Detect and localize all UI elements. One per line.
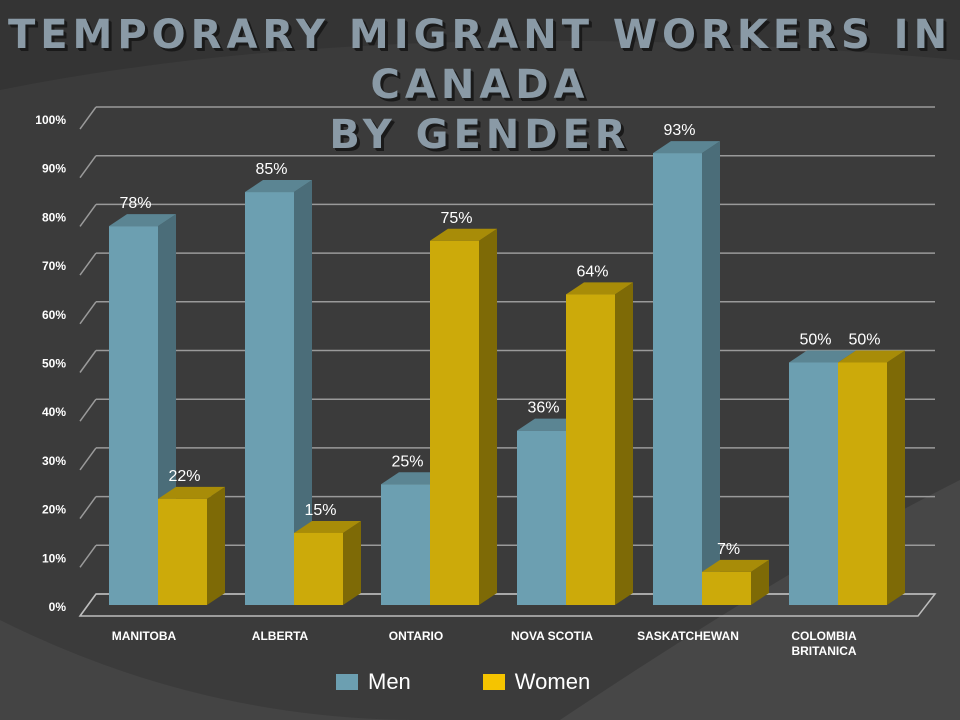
bar-side-women [343,520,361,605]
data-label: 78% [119,195,151,212]
y-tick-label: 90% [42,162,66,176]
bar-top-women [702,559,769,572]
bar-side-women [479,228,497,605]
y-tick-label: 80% [42,210,66,224]
grid-line-depth [79,106,97,130]
background-curve-left [0,620,420,720]
y-tick-label: 0% [49,600,67,614]
chart-title-line-1: TEMPORARY MIGRANT WORKERS IN CANADA [7,12,953,108]
legend-swatch-women [482,674,505,690]
bar-women [702,571,751,605]
grid-line-depth [79,203,97,227]
x-axis-ticks: MANITOBA ALBERTA ONTARIO NOVA SCOTIA SASKATC… [112,629,857,658]
y-tick-label: 10% [42,551,66,565]
data-label: 64% [576,263,608,280]
y-tick-label: 100% [35,113,66,127]
x-tick-label: ALBERTA [252,629,309,643]
bar-top-women [566,282,633,295]
y-tick-label: 30% [42,454,66,468]
legend-label-women: Women [514,669,591,694]
y-tick-label: 20% [42,503,66,517]
bar-top-women [294,520,361,533]
data-label: 36% [527,400,559,417]
bar-men [381,484,430,605]
data-labels: 78% 22% 85% 15% 25% 75% 36% 64% 93% 7% 50% 50% [119,122,880,558]
bar-women [430,240,479,605]
bar-top-men [653,141,720,154]
bar-side-women [887,350,905,605]
x-tick-label: COLOMBIA [791,629,857,643]
background-curve [0,0,960,90]
bar-men [109,226,158,605]
chart-title-line-2: BY GENDER [329,112,631,158]
bar-women [294,532,343,605]
x-tick-label: SASKATCHEWAN [637,629,739,643]
x-tick-label: NOVA SCOTIA [511,629,593,643]
bar-top-women [838,350,905,363]
chart-bars [109,141,905,606]
bar-top-women [430,228,497,241]
y-axis-ticks: 0% 10% 20% 30% 40% 50% 60% 70% 80% 90% 100% [35,113,66,614]
data-label: 7% [717,541,740,558]
bar-top-men [109,214,176,227]
bar-men [245,192,294,606]
legend-item-women: Women [482,669,591,695]
chart-legend: Men Women [336,669,662,695]
grid-line-depth [79,496,97,520]
data-label: 75% [440,210,472,227]
grid-line-depth [79,252,97,276]
y-tick-label: 70% [42,259,66,273]
grid-line-depth [79,301,97,325]
bar-men [517,430,566,605]
chart-grid [78,106,937,617]
bar-women [158,498,207,605]
data-label: 50% [799,332,831,349]
bar-women [566,294,615,605]
data-label: 25% [391,453,423,470]
legend-item-men: Men [336,669,411,695]
x-tick-label: ONTARIO [389,629,443,643]
data-label: 93% [663,122,695,139]
x-tick-label: MANITOBA [112,629,177,643]
x-tick-label: BRITANICA [791,644,856,658]
grid-line-depth [79,544,97,568]
bar-top-men [789,350,856,363]
data-label: 15% [304,502,336,519]
bar-top-men [245,180,312,193]
legend-label-men: Men [368,669,411,694]
y-tick-label: 50% [42,357,66,371]
bar-men [789,362,838,605]
grid-line-depth [79,447,97,471]
grid-line-depth [79,350,97,373]
data-label: 22% [168,468,200,485]
bar-men [653,153,702,605]
grid-line-depth [79,398,97,422]
bar-side-women [615,282,633,605]
y-tick-label: 60% [42,308,66,322]
bar-side-men [294,180,312,606]
bar-side-men [702,141,720,605]
y-tick-label: 40% [42,405,66,419]
grid-line-depth [79,155,97,179]
chart-title: TEMPORARY MIGRANT WORKERS IN CANADA BY G… [0,10,960,160]
bar-side-women [751,559,769,605]
chart-floor [78,593,937,617]
legend-swatch-men [336,674,358,690]
data-label: 50% [848,332,880,349]
bar-side-women [207,486,225,605]
bar-women [838,362,887,605]
bar-top-women [158,486,225,499]
data-label: 85% [255,161,287,178]
